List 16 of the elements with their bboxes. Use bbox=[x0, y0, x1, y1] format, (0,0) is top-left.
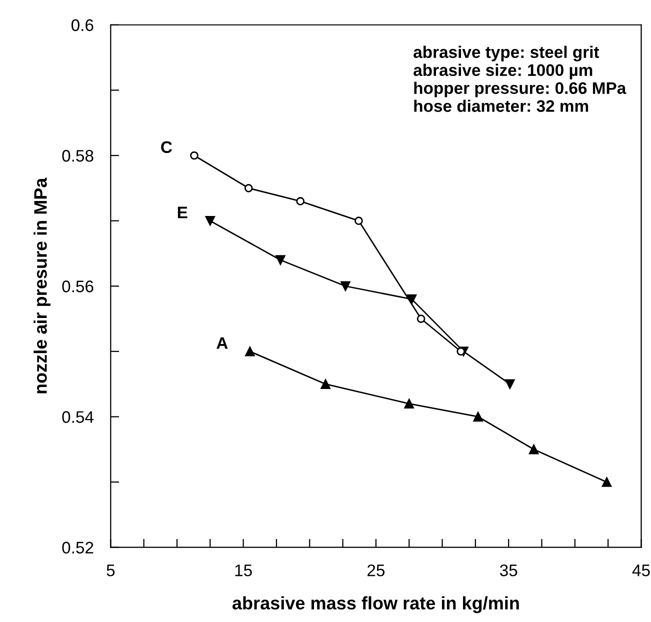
series-label: E bbox=[178, 206, 188, 218]
x-tick-label: 25 bbox=[368, 564, 385, 576]
y-tick-label: 0.6 bbox=[71, 19, 94, 32]
annotation: abrasive type: steel grit abrasive size: 1000 µm hopper pressure: 0.66 MPa hose diameter: 32 mm bbox=[414, 46, 626, 112]
x-tick-label: 15 bbox=[235, 564, 252, 576]
y-tick-label: 0.54 bbox=[62, 411, 94, 423]
x-tick-label: 5 bbox=[106, 564, 115, 576]
series-label: C bbox=[161, 141, 172, 154]
y-tick-label: 0.58 bbox=[62, 150, 94, 162]
y-tick-label: 0.52 bbox=[62, 542, 94, 554]
series-label: A bbox=[216, 337, 228, 349]
y-tick-label: 0.56 bbox=[62, 280, 94, 292]
x-axis-title: abrasive mass flow rate in kg/min bbox=[232, 596, 519, 614]
x-tick-label: 35 bbox=[500, 564, 518, 576]
x-tick-label: 45 bbox=[632, 564, 650, 576]
y-axis-title: nozzle air presure in MPa bbox=[34, 178, 50, 394]
